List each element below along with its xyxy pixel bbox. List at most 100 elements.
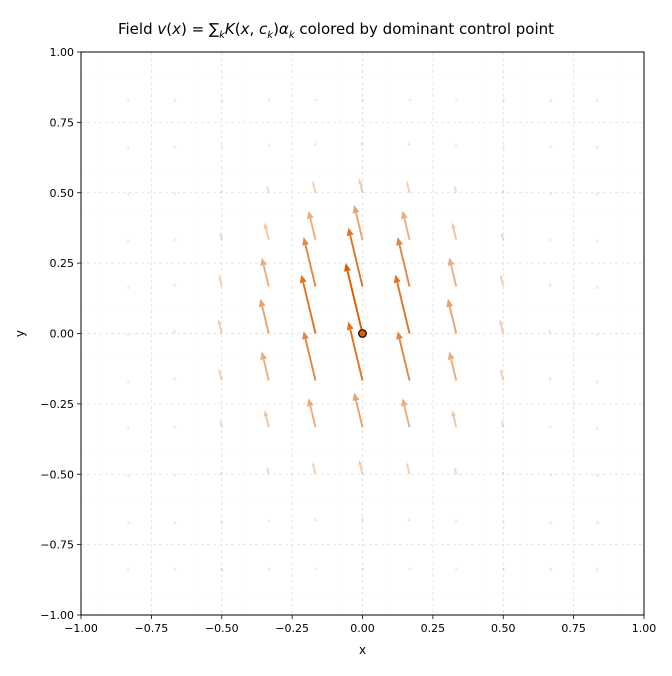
- arrow-head: [502, 520, 505, 523]
- arrow-head: [361, 98, 364, 101]
- arrow-head: [218, 275, 221, 280]
- vector-arrow: [312, 181, 315, 193]
- vector-arrow: [406, 462, 409, 474]
- arrow-head: [259, 299, 266, 308]
- arrow-shaft: [264, 359, 269, 380]
- vector-arrow: [173, 283, 176, 286]
- arrow-head: [396, 331, 403, 340]
- arrow-head: [361, 567, 364, 570]
- vector-arrow: [127, 521, 130, 524]
- vector-arrow: [221, 99, 224, 102]
- arrow-head: [406, 181, 409, 186]
- arrow-head: [174, 192, 177, 195]
- arrow-head: [549, 238, 552, 241]
- x-axis-label: x: [359, 643, 366, 657]
- vector-arrow: [218, 275, 221, 287]
- arrow-head: [455, 144, 458, 147]
- vector-arrow: [173, 238, 176, 241]
- arrow-head: [312, 181, 315, 186]
- arrow-shaft: [266, 416, 269, 427]
- vector-arrow: [314, 142, 317, 145]
- arrow-shaft: [220, 324, 222, 333]
- vector-arrow: [127, 239, 130, 242]
- x-tick-label: −0.25: [275, 622, 309, 635]
- vector-arrow: [267, 519, 270, 522]
- arrow-shaft: [451, 359, 456, 380]
- arrow-head: [314, 98, 317, 101]
- y-tick-label: 0.50: [50, 187, 75, 200]
- vector-arrow: [358, 460, 362, 474]
- arrow-head: [396, 237, 403, 246]
- arrow-head: [502, 145, 505, 148]
- vector-arrow: [596, 99, 599, 102]
- vector-arrow: [307, 211, 316, 240]
- arrow-head: [302, 331, 309, 340]
- vector-arrow: [408, 567, 411, 570]
- vector-arrow: [408, 142, 411, 145]
- vector-arrow: [549, 283, 552, 286]
- vector-arrow: [174, 568, 177, 571]
- vector-arrow: [454, 467, 457, 474]
- vector-arrow: [448, 257, 457, 286]
- arrow-head: [454, 186, 457, 189]
- vector-arrow: [401, 398, 410, 427]
- vector-arrow: [451, 223, 456, 240]
- arrow-head: [266, 186, 269, 189]
- y-tick-label: 0.00: [50, 328, 75, 341]
- x-tick-label: −1.00: [64, 622, 98, 635]
- control-point-marker: [359, 330, 367, 338]
- arrow-head: [401, 211, 408, 220]
- x-tick-label: 0.50: [491, 622, 516, 635]
- arrow-head: [173, 425, 176, 428]
- vector-arrow: [127, 99, 130, 102]
- vector-arrow: [268, 99, 271, 102]
- x-tick-label: 0.75: [561, 622, 586, 635]
- arrow-shaft: [450, 307, 456, 334]
- vector-arrow: [401, 211, 410, 240]
- arrow-shaft: [501, 324, 503, 333]
- arrow-head: [127, 286, 130, 289]
- arrow-head: [358, 178, 362, 183]
- vector-arrow: [596, 286, 599, 289]
- vector-arrow: [596, 427, 599, 430]
- arrow-head: [408, 98, 411, 101]
- arrow-head: [347, 228, 354, 237]
- vector-arrow: [455, 144, 458, 147]
- vector-arrow: [266, 186, 269, 193]
- vector-arrow: [173, 377, 176, 380]
- arrow-shaft: [310, 406, 315, 427]
- arrow-head: [127, 380, 130, 383]
- arrow-head: [499, 319, 503, 324]
- vector-arrow: [127, 286, 130, 289]
- vector-arrow: [596, 521, 599, 524]
- arrow-shaft: [268, 189, 269, 193]
- vector-arrow: [127, 380, 130, 383]
- y-tick-label: 1.00: [50, 46, 75, 59]
- arrow-shaft: [502, 423, 503, 427]
- vector-arrow: [361, 98, 364, 101]
- vector-arrow: [596, 146, 599, 149]
- arrow-head: [221, 520, 224, 523]
- arrow-head: [173, 377, 176, 380]
- arrow-head: [260, 257, 267, 266]
- vector-arrow: [446, 299, 456, 334]
- x-tick-label: −0.50: [205, 622, 239, 635]
- vector-arrow: [174, 99, 177, 102]
- vector-arrow: [219, 420, 222, 427]
- vector-arrow: [455, 568, 458, 571]
- vector-arrow: [221, 568, 224, 571]
- y-tick-label: −0.25: [40, 398, 74, 411]
- vector-arrow: [300, 275, 316, 334]
- arrow-head: [344, 263, 351, 272]
- vector-arrow: [259, 299, 269, 334]
- vector-arrow: [455, 99, 458, 102]
- vector-arrow: [596, 239, 599, 242]
- arrow-shaft: [502, 236, 503, 240]
- arrow-shaft: [264, 265, 269, 286]
- arrow-head: [454, 467, 457, 470]
- vector-arrow: [307, 398, 316, 427]
- arrow-head: [549, 377, 552, 380]
- arrow-shaft: [356, 400, 362, 427]
- arrow-head: [173, 238, 176, 241]
- arrow-shaft: [400, 339, 410, 381]
